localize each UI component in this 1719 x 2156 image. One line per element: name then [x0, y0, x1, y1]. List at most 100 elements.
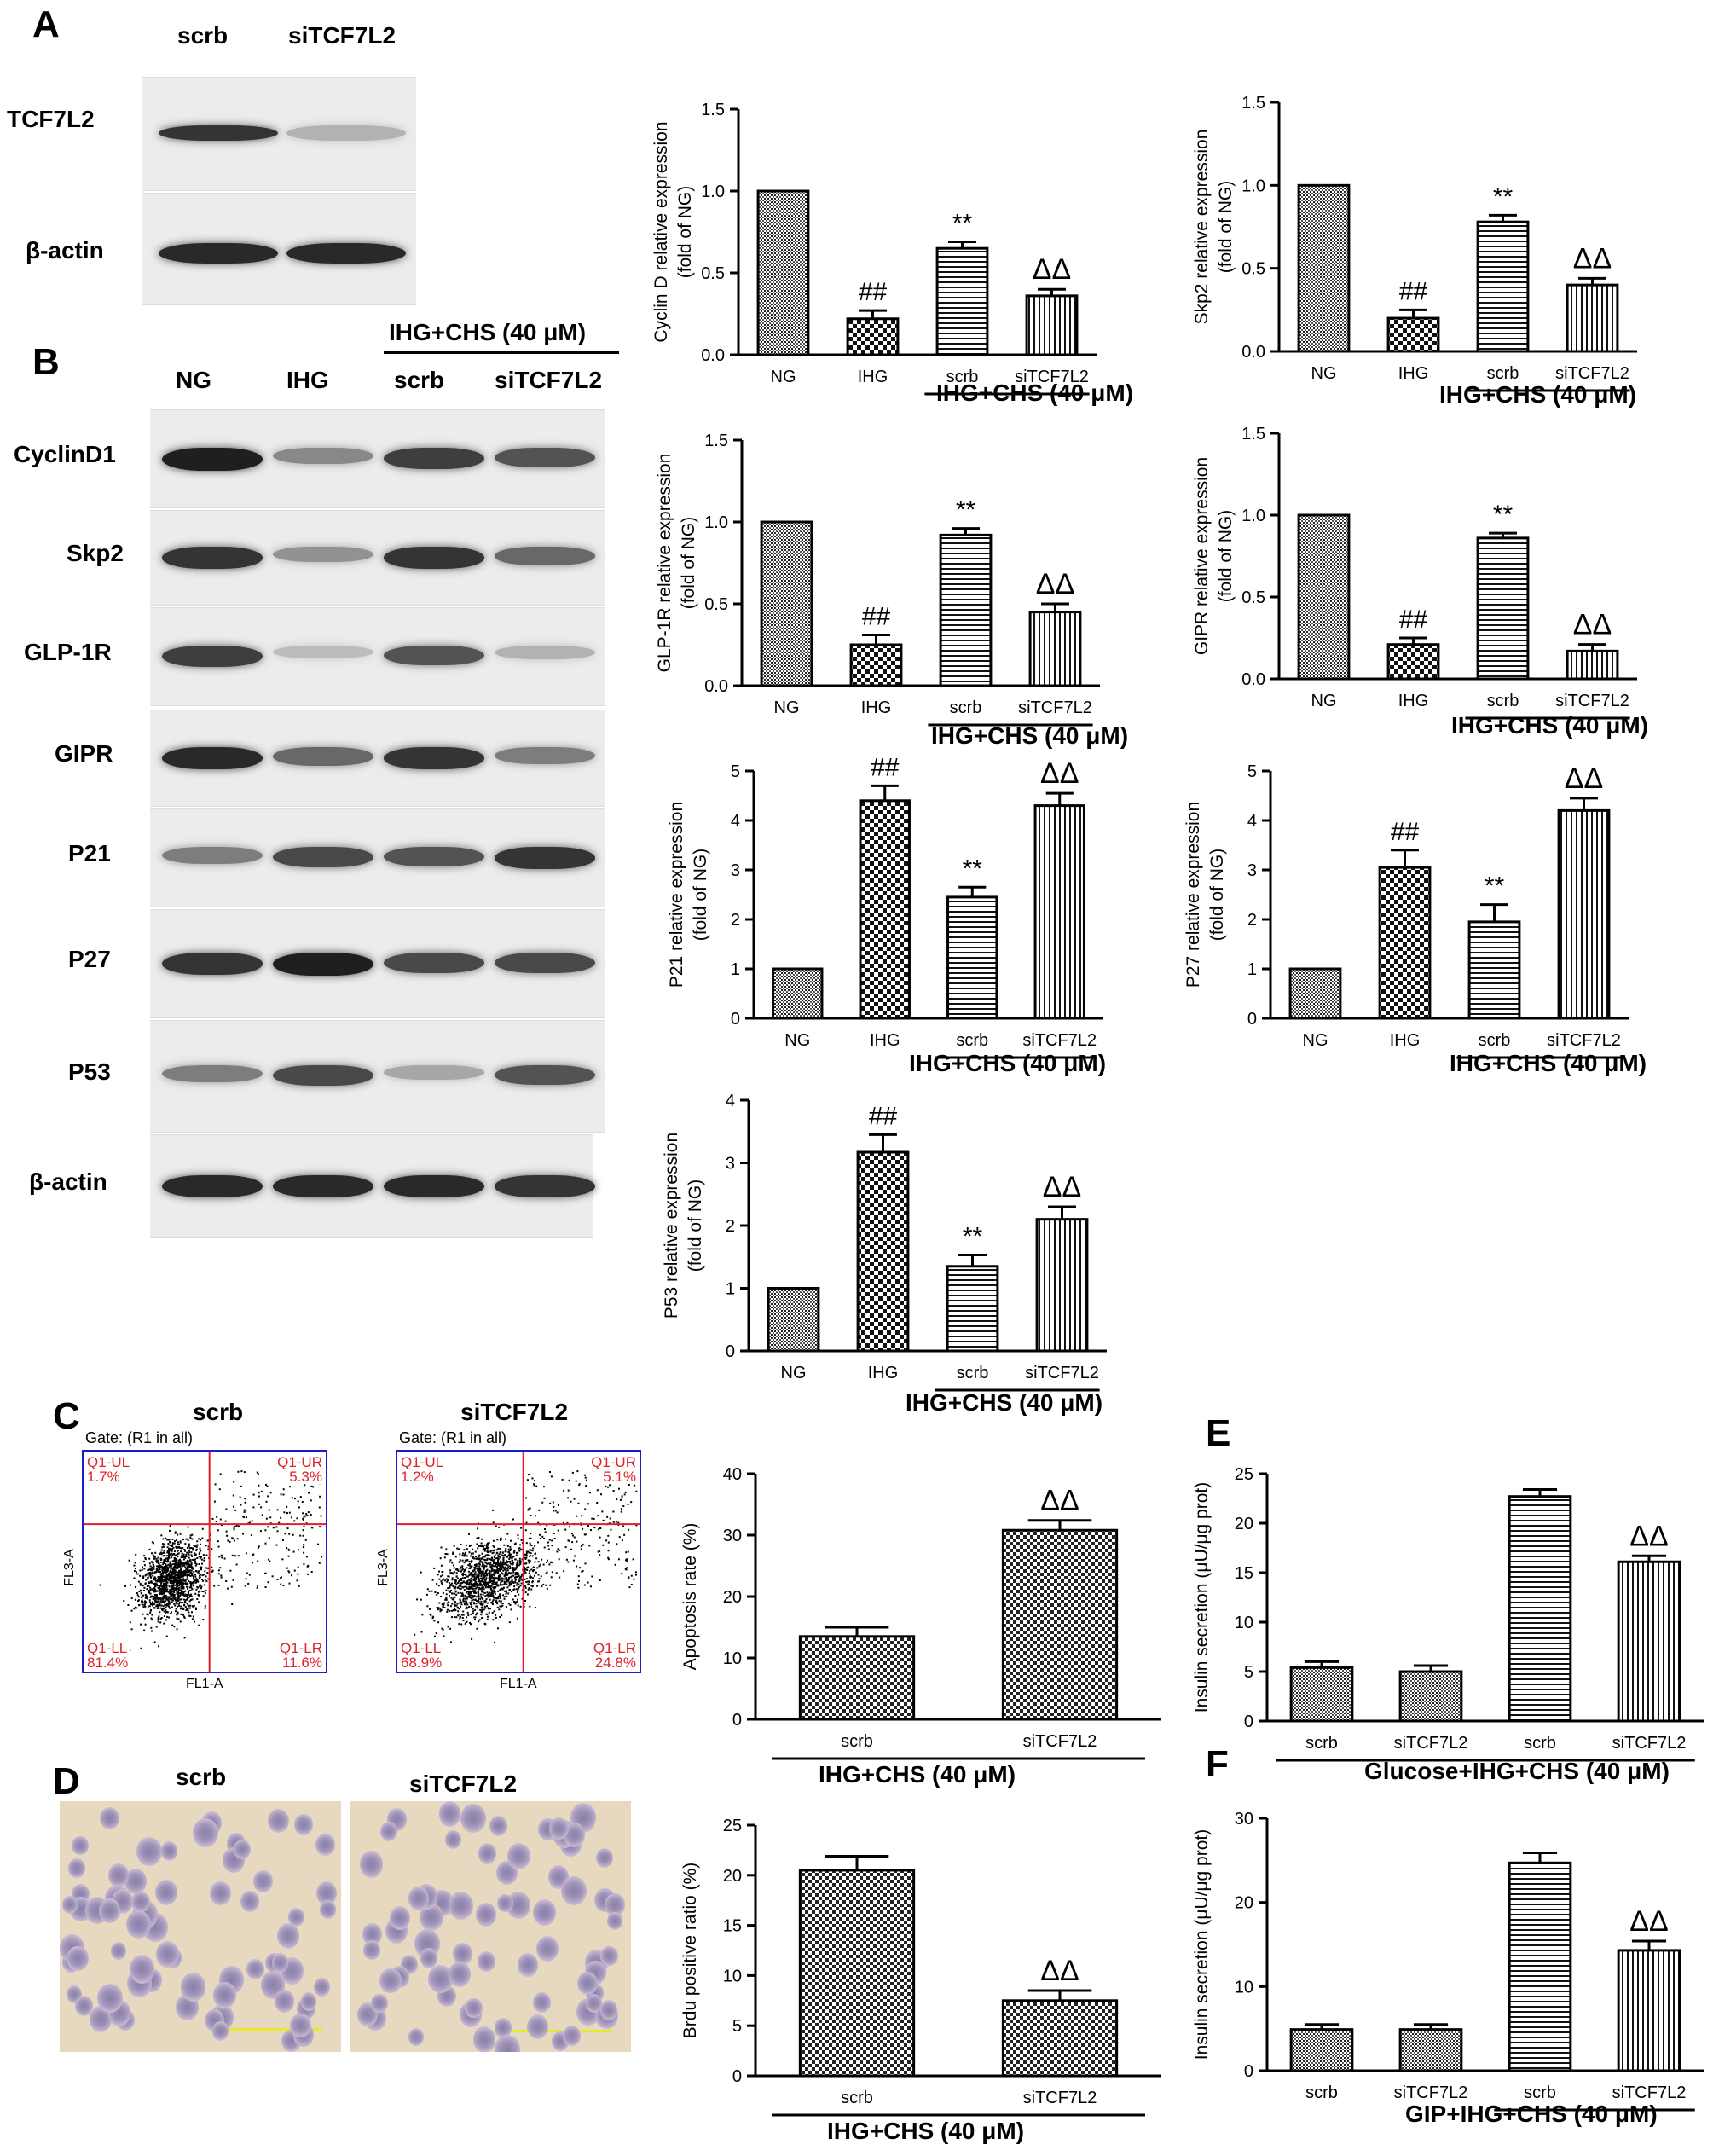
category-label: siTCF7L2 [1394, 2084, 1468, 2102]
cell-nucleus [506, 1843, 530, 1870]
cell-nucleus [420, 1948, 438, 1968]
bar [798, 1635, 916, 1721]
blot-b-band [162, 547, 263, 569]
blot-b-band [495, 747, 595, 764]
y-tick-label: 5 [1247, 762, 1257, 781]
cell-nucleus [271, 1953, 289, 1973]
cell-nucleus [210, 1881, 232, 1905]
group-label: IHG+CHS (40 μM) [909, 1050, 1106, 1076]
flow-scatter [385, 1452, 640, 1672]
bar [1001, 1528, 1119, 1721]
flow-plot: Q1-UL 1.2% Q1-UR 5.1% Q1-LL 68.9% Q1-LR 24.8% [385, 1450, 641, 1673]
cell-nucleus [596, 1847, 614, 1869]
y-tick-label: 1.0 [1242, 507, 1265, 525]
quadrant-lr-label: Q1-LR 24.8% [591, 1640, 638, 1671]
significance-marker: ΔΔ [1043, 1171, 1081, 1203]
y-tick-label: 10 [1235, 1614, 1253, 1632]
cell-nucleus [390, 1906, 411, 1930]
cell-nucleus [211, 2020, 229, 2041]
scale-bar [220, 2028, 322, 2031]
blot-a-band-tcf7l2-scrb [159, 125, 278, 141]
blot-b-row-label: CyclinD1 [14, 441, 116, 467]
y-tick-label: 0.0 [1242, 670, 1265, 689]
cell-nucleus [294, 1813, 314, 1836]
cell-nucleus [61, 1895, 78, 1915]
bar [1386, 643, 1440, 681]
y-tick-label: 0 [731, 1010, 740, 1029]
blot-b-band [384, 1065, 484, 1080]
cell-nucleus [535, 1936, 559, 1962]
blot-b-band [384, 1175, 484, 1198]
bar [1508, 1495, 1572, 1723]
blot-b-band [495, 847, 595, 869]
y-tick-label: 2 [726, 1217, 735, 1236]
cell-nucleus [155, 1879, 178, 1905]
y-tick-label: 2 [1247, 911, 1257, 930]
category-label: scrb [957, 1364, 989, 1382]
flow-x-axis-label: FL1-A [500, 1677, 537, 1691]
bar [1476, 220, 1530, 353]
y-axis-label: P21 relative expression [667, 802, 686, 988]
y-tick-label: 1.0 [701, 183, 725, 201]
y-tick-label: 20 [1235, 1894, 1253, 1913]
category-label: siTCF7L2 [1018, 698, 1092, 717]
cell-nucleus [130, 1954, 155, 1984]
group-label: IHG+CHS (40 μM) [931, 722, 1128, 749]
blot-b-strip [150, 808, 605, 907]
significance-marker: ΔΔ [1036, 568, 1074, 600]
category-label: scrb [1524, 1734, 1556, 1753]
blot-a-lane-scrb: scrb [177, 22, 229, 49]
cell-nucleus [67, 1946, 89, 1972]
y-axis-label: Insulin secretion (μU/μg prot) [1192, 1829, 1212, 2060]
cell-nucleus [315, 1834, 335, 1857]
cell-nucleus [68, 1858, 85, 1878]
bar [935, 246, 989, 356]
blot-b-band [273, 953, 373, 977]
significance-marker: ** [956, 496, 976, 525]
cell-nucleus [193, 1818, 218, 1848]
y-tick-label: 10 [723, 1649, 742, 1668]
y-tick-label: 0 [726, 1342, 735, 1361]
cell-nucleus [497, 1893, 514, 1913]
blot-b-band [384, 547, 484, 569]
bar [1297, 513, 1351, 681]
group-label: IHG+CHS (40 μM) [936, 380, 1133, 406]
blot-a-lane-sitcf7l2: siTCF7L2 [288, 22, 396, 49]
cell-nucleus [586, 1994, 603, 2013]
significance-marker: ΔΔ [1565, 762, 1603, 795]
cell-nucleus [428, 1965, 453, 1994]
cell-nucleus [74, 1996, 93, 2017]
category-label: NG [771, 368, 796, 386]
category-label: IHG [1390, 1031, 1421, 1050]
blot-a-row-tcf7l2 [142, 77, 416, 191]
blot-b-band [273, 448, 373, 465]
cell-nucleus [131, 1891, 150, 1913]
y-tick-label: 30 [723, 1527, 742, 1545]
cell-nucleus [489, 1815, 508, 1837]
bar [1378, 866, 1432, 1020]
blot-b-band [384, 953, 484, 973]
cell-nucleus [98, 1898, 121, 1924]
y-tick-label: 0.5 [1242, 260, 1265, 279]
cell-nucleus [288, 1908, 305, 1927]
bar [1028, 611, 1082, 687]
y-tick-label: 4 [1247, 812, 1257, 831]
blot-b-strip [150, 909, 605, 1018]
blot-b-row-label: P21 [68, 840, 111, 866]
significance-marker: ΔΔ [1040, 1955, 1079, 1987]
y-axis-label: GLP-1R relative expression [655, 454, 674, 673]
significance-marker: ## [1399, 606, 1428, 634]
significance-marker: ** [1485, 872, 1505, 901]
blot-b-row-label: GIPR [55, 740, 113, 767]
bar [939, 533, 993, 687]
y-tick-label: 15 [1235, 1564, 1253, 1583]
y-tick-label: 25 [1235, 1465, 1253, 1484]
blot-b-band [495, 646, 595, 659]
significance-marker: ΔΔ [1033, 253, 1071, 286]
quadrant-ll-label: Q1-LL 68.9% [399, 1640, 444, 1671]
y-axis-label: P53 relative expression [662, 1133, 681, 1319]
blot-a-band-actin-si [286, 243, 406, 264]
category-label: siTCF7L2 [1555, 692, 1629, 710]
blot-b-band [162, 747, 263, 770]
group-label: IHG+CHS (40 μM) [1439, 381, 1636, 408]
